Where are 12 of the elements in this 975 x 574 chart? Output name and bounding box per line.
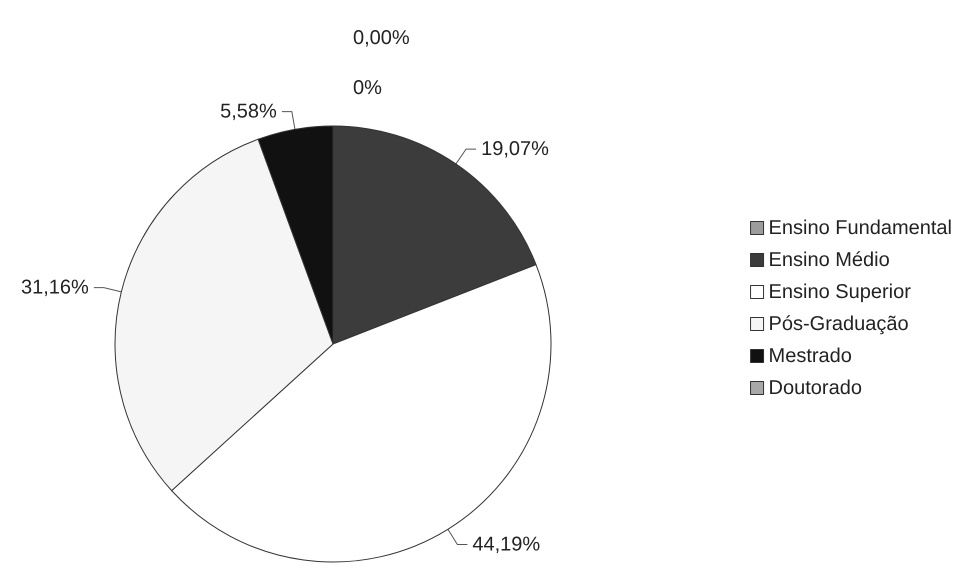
data-label: 5,58% [220, 100, 278, 123]
legend-label: Ensino Superior [768, 281, 912, 303]
text: 0,00% [353, 27, 410, 49]
legend-label: Ensino Fundamental [768, 217, 952, 239]
data-label: 44,19% [472, 534, 540, 556]
legend-label: Ensino Médio [768, 249, 890, 271]
legend-label: Doutorado [768, 377, 862, 399]
data-label: 19,07% [481, 138, 550, 160]
text: 0% [353, 77, 382, 99]
data-label: 31,16% [20, 276, 90, 299]
legend-label: Pós-Graduação [768, 313, 909, 335]
legend-label: Mestrado [768, 345, 852, 367]
